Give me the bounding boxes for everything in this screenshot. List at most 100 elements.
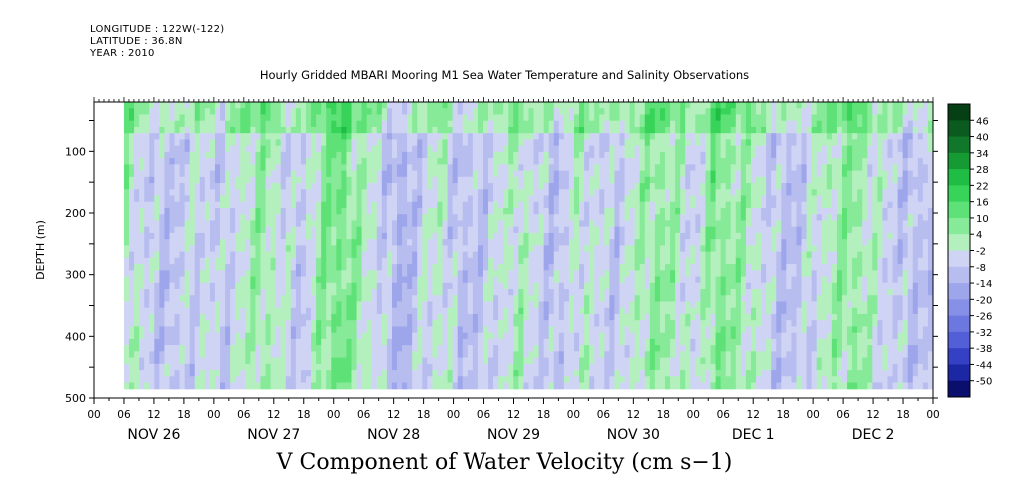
heatmap-cell: [351, 338, 358, 346]
heatmap-cell: [144, 382, 150, 390]
heatmap-cell: [260, 139, 267, 147]
heatmap-cell: [493, 345, 499, 352]
heatmap-cell: [326, 201, 332, 209]
heatmap-cell: [493, 239, 499, 246]
heatmap-cell: [462, 282, 469, 290]
heatmap-cell: [573, 189, 580, 197]
heatmap-cell: [670, 120, 676, 128]
heatmap-cell: [129, 301, 135, 309]
heatmap-cell: [169, 133, 176, 140]
heatmap-cell: [331, 264, 337, 271]
heatmap-cell: [351, 301, 358, 309]
heatmap-cell: [351, 139, 358, 147]
heatmap-cell: [417, 363, 423, 371]
heatmap-cell: [563, 108, 570, 116]
heatmap-cell: [427, 151, 434, 159]
heatmap-cell: [493, 326, 499, 334]
heatmap-cell: [295, 176, 302, 184]
heatmap-cell: [397, 108, 403, 116]
heatmap-cell: [619, 195, 626, 203]
heatmap-cell: [397, 326, 403, 334]
heatmap-cell: [351, 282, 358, 290]
heatmap-cell: [508, 102, 514, 109]
heatmap-cell: [144, 232, 150, 240]
heatmap-cell: [533, 357, 540, 365]
heatmap-cell: [230, 183, 236, 190]
heatmap-cell: [144, 176, 150, 184]
heatmap-cell: [548, 170, 555, 178]
heatmap-cell: [427, 289, 434, 296]
heatmap-cell: [154, 301, 160, 309]
heatmap-cell: [139, 264, 145, 271]
heatmap-cell: [472, 120, 479, 128]
heatmap-cell: [594, 158, 600, 165]
heatmap-cell: [214, 370, 221, 377]
heatmap-cell: [204, 214, 211, 222]
heatmap-cell: [523, 282, 530, 290]
heatmap-cell: [402, 151, 408, 159]
heatmap-cell: [417, 145, 423, 153]
heatmap-cell: [179, 320, 186, 328]
heatmap-cell: [285, 189, 292, 197]
heatmap-cell: [624, 320, 631, 328]
heatmap-cell: [265, 176, 272, 184]
heatmap-cell: [467, 133, 474, 140]
heatmap-cell: [412, 164, 418, 172]
heatmap-cell: [503, 102, 509, 109]
heatmap-cell: [194, 145, 201, 153]
heatmap-cell: [412, 289, 418, 296]
heatmap-cell: [381, 145, 388, 153]
heatmap-cell: [184, 158, 191, 165]
heatmap-cell: [528, 289, 535, 296]
heatmap-cell: [538, 376, 545, 384]
heatmap-cell: [290, 139, 297, 147]
heatmap-cell: [169, 357, 176, 365]
heatmap-cell: [255, 207, 262, 215]
heatmap-cell: [245, 158, 251, 165]
heatmap-cell: [174, 239, 181, 246]
heatmap-cell: [397, 345, 403, 352]
heatmap-cell: [482, 376, 489, 384]
heatmap-cell: [306, 126, 312, 134]
heatmap-cell: [391, 214, 398, 222]
heatmap-cell: [548, 126, 555, 134]
heatmap-cell: [498, 326, 504, 334]
heatmap-cell: [614, 133, 621, 140]
heatmap-cell: [129, 102, 135, 109]
heatmap-cell: [285, 270, 292, 278]
heatmap-cell: [472, 270, 479, 278]
heatmap-cell: [184, 207, 191, 215]
heatmap-cell: [609, 264, 616, 271]
heatmap-cell: [285, 220, 292, 228]
heatmap-cell: [624, 382, 631, 390]
heatmap-cell: [245, 151, 251, 159]
heatmap-cell: [498, 363, 504, 371]
heatmap-cell: [624, 195, 631, 203]
heatmap-cell: [665, 301, 671, 309]
heatmap-cell: [634, 295, 641, 303]
heatmap-cell: [174, 164, 181, 172]
heatmap-cell: [407, 120, 413, 128]
heatmap-cell: [422, 382, 428, 390]
heatmap-cell: [543, 214, 550, 222]
heatmap-cell: [275, 164, 282, 172]
heatmap-cell: [361, 232, 368, 240]
heatmap-cell: [265, 326, 272, 334]
heatmap-cell: [376, 382, 383, 390]
heatmap-cell: [336, 145, 342, 153]
heatmap-cell: [306, 345, 312, 352]
heatmap-cell: [199, 282, 206, 290]
heatmap-cell: [386, 207, 393, 215]
heatmap-cell: [629, 170, 636, 178]
heatmap-cell: [624, 239, 631, 246]
heatmap-cell: [209, 276, 216, 284]
heatmap-cell: [321, 313, 327, 321]
heatmap-cell: [573, 226, 580, 234]
heatmap-cell: [654, 301, 661, 309]
heatmap-cell: [306, 170, 312, 178]
heatmap-cell: [275, 195, 282, 203]
heatmap-cell: [472, 108, 479, 116]
heatmap-cell: [518, 282, 525, 290]
heatmap-cell: [543, 257, 550, 265]
heatmap-cell: [659, 313, 666, 321]
